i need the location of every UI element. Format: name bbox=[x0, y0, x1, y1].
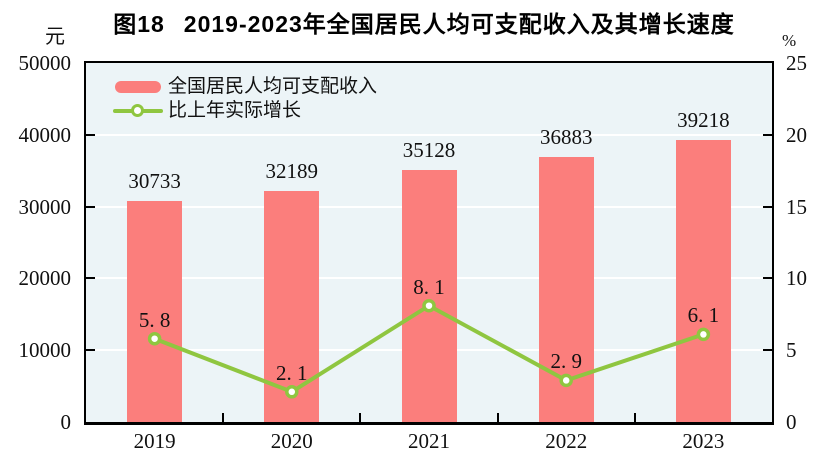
growth-marker-2019 bbox=[147, 331, 162, 346]
legend-label-growth: 比上年实际增长 bbox=[168, 100, 302, 121]
x-axis-label-2019: 2019 bbox=[133, 429, 176, 453]
growth-marker-2023 bbox=[696, 327, 711, 342]
bar-value-2022: 36883 bbox=[539, 125, 593, 150]
right-axis-label-20: 20 bbox=[786, 122, 807, 147]
growth-marker-2020 bbox=[285, 385, 299, 399]
growth-value-2019: 5. 8 bbox=[138, 307, 171, 332]
legend: 全国居民人均可支配收入 比上年实际增长 bbox=[113, 75, 377, 123]
left-axis-label-40000: 40000 bbox=[18, 122, 72, 147]
growth-marker-2021 bbox=[422, 298, 436, 313]
marker-swatch-icon bbox=[131, 104, 144, 117]
chart-title-text: 2019-2023年全国居民人均可支配收入及其增长速度 bbox=[183, 11, 735, 37]
growth-line-swatch bbox=[113, 99, 163, 123]
right-tick-5 bbox=[763, 349, 772, 352]
growth-value-2020: 2. 1 bbox=[276, 360, 308, 385]
right-tick-15 bbox=[763, 205, 772, 208]
left-tick-30000 bbox=[86, 205, 95, 208]
growth-value-2023: 6. 1 bbox=[687, 303, 720, 328]
left-axis-label-10000: 10000 bbox=[18, 338, 72, 363]
left-axis-unit: 元 bbox=[45, 26, 65, 48]
bar-swatch-icon bbox=[115, 81, 161, 93]
right-axis-label-5: 5 bbox=[786, 338, 797, 363]
legend-item-income: 全国居民人均可支配收入 bbox=[113, 75, 377, 99]
left-tick-40000 bbox=[86, 133, 95, 136]
bottom-tick-1 bbox=[222, 413, 225, 422]
figure-number: 图18 bbox=[113, 11, 165, 37]
right-axis-label-25: 25 bbox=[786, 51, 807, 75]
x-axis-label-2022: 2022 bbox=[545, 429, 588, 453]
growth-line-layer bbox=[147, 298, 711, 399]
bar-2019 bbox=[127, 201, 183, 422]
left-tick-10000 bbox=[86, 349, 95, 352]
gridline-40000 bbox=[86, 133, 772, 136]
left-axis-label-50000: 50000 bbox=[18, 51, 72, 75]
bar-2023 bbox=[675, 140, 731, 422]
growth-value-2021: 8. 1 bbox=[413, 274, 445, 299]
income-bar-swatch bbox=[113, 75, 163, 99]
bottom-tick-2 bbox=[359, 413, 362, 422]
x-axis-label-2021: 2021 bbox=[408, 429, 450, 453]
chart-title: 图18 2019-2023年全国居民人均可支配收入及其增长速度 bbox=[9, 5, 830, 39]
growth-marker-2022 bbox=[559, 373, 573, 388]
bottom-tick-3 bbox=[496, 413, 499, 422]
bar-2021 bbox=[401, 169, 457, 422]
bar-value-2020: 32189 bbox=[265, 158, 319, 183]
bar-value-2021: 35128 bbox=[402, 137, 456, 162]
left-axis-label-20000: 20000 bbox=[18, 266, 72, 291]
right-tick-10 bbox=[763, 277, 772, 280]
left-tick-20000 bbox=[86, 277, 95, 280]
right-axis-label-15: 15 bbox=[786, 194, 807, 219]
bottom-tick-4 bbox=[633, 413, 636, 422]
bar-value-2019: 30733 bbox=[128, 169, 181, 194]
legend-label-income: 全国居民人均可支配收入 bbox=[168, 76, 378, 97]
left-axis-label-30000: 30000 bbox=[18, 194, 72, 219]
right-axis-label-10: 10 bbox=[786, 266, 807, 291]
right-axis-label-0: 0 bbox=[786, 410, 797, 434]
plot-inner: 30733 32189 35128 36883 39218 5. 8 2. 1 8. 1 2. … bbox=[86, 63, 772, 422]
legend-item-growth: 比上年实际增长 bbox=[113, 99, 377, 123]
growth-value-2022: 2. 9 bbox=[550, 349, 582, 374]
left-axis-label-0: 0 bbox=[60, 410, 72, 434]
bar-value-2023: 39218 bbox=[677, 108, 730, 133]
right-tick-20 bbox=[763, 133, 772, 136]
right-axis-unit: % bbox=[782, 31, 797, 50]
x-axis-label-2020: 2020 bbox=[270, 429, 313, 453]
growth-line bbox=[152, 303, 706, 394]
x-axis-label-2023: 2023 bbox=[682, 429, 725, 453]
